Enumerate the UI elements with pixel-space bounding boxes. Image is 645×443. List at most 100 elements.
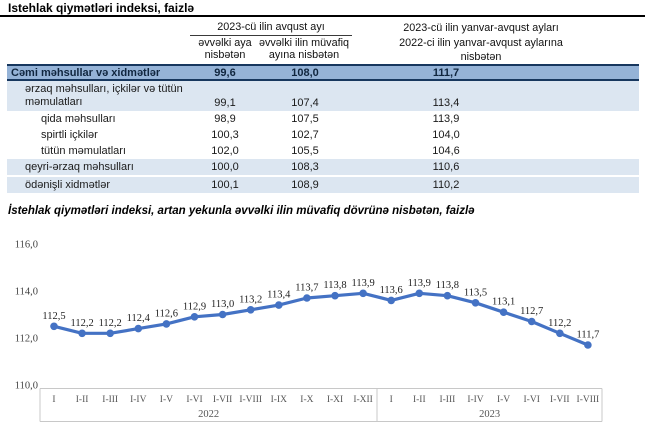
- column-header-cumulative-line2: 2022-ci ilin yanvar-avqust aylarına: [399, 36, 563, 49]
- x-axis-month-label: I: [52, 395, 55, 405]
- data-point: [331, 291, 339, 300]
- data-point-label: 113,9: [351, 278, 374, 289]
- data-point-label: 112,2: [99, 318, 122, 329]
- x-axis-month-label: I-V: [497, 395, 510, 405]
- title-underline: [0, 15, 645, 17]
- y-axis-tick-label: 116,0: [15, 240, 38, 251]
- table-row-tobacco: tütün məmulatları 102,0 105,5 104,6: [7, 143, 639, 159]
- x-axis-month-label: I-XII: [353, 395, 373, 405]
- data-point: [527, 317, 536, 326]
- data-point: [246, 306, 255, 314]
- row-label: ödənişli xidmətlər: [25, 179, 110, 191]
- data-point: [556, 329, 564, 338]
- cell-value: 100,0: [211, 161, 239, 173]
- x-axis-month-label: I-X: [300, 395, 313, 405]
- row-label: tütün məmulatları: [41, 145, 126, 157]
- data-point: [415, 289, 424, 298]
- cell-value: 105,5: [291, 145, 319, 157]
- table-row-alcohol: spirtli içkilər 100,3 102,7 104,0: [7, 127, 639, 143]
- cell-value: 108,9: [291, 179, 319, 191]
- cell-value: 110,2: [432, 179, 460, 191]
- data-point-label: 113,0: [211, 299, 234, 310]
- data-point-label: 113,9: [408, 278, 431, 289]
- cell-value: 111,7: [432, 66, 460, 79]
- row-label: Cəmi məhsullar və xidmətlər: [11, 66, 161, 79]
- column-header-prev-year-month: əvvəlki ilin müvafiq ayına nisbətən: [258, 37, 349, 61]
- column-group-header-august: 2023-cü ilin avqust ayı: [190, 21, 352, 36]
- x-axis-frame: [39, 388, 603, 422]
- x-axis-month-label: I-XI: [327, 395, 343, 405]
- x-axis-month-label: I-III: [439, 395, 455, 405]
- data-point-label: 113,8: [323, 280, 346, 291]
- cell-value: 99,1: [214, 97, 236, 109]
- data-point: [190, 313, 199, 321]
- data-point-label: 112,9: [183, 301, 206, 312]
- row-label: ərzaq məhsulları, içkilər və tütün məmul…: [25, 83, 183, 108]
- data-point: [443, 291, 452, 300]
- cell-value: 102,7: [291, 129, 319, 141]
- data-point-label: 112,2: [70, 318, 93, 329]
- x-axis-month-label: I-V: [160, 395, 173, 405]
- x-axis-month-label: I-IV: [467, 395, 483, 405]
- data-point: [303, 294, 311, 302]
- page-title: Istehlak qiymətləri indeksi, faizlə: [8, 1, 195, 15]
- data-point: [162, 320, 171, 328]
- column-header-cumulative-line3: nisbətən: [460, 51, 502, 63]
- data-point: [275, 301, 283, 309]
- x-axis-month-label: I-VIII: [577, 395, 600, 405]
- x-axis-month-label: I-III: [102, 395, 118, 405]
- data-point-label: 113,4: [267, 290, 291, 301]
- x-axis-month-label: I-II: [76, 395, 89, 405]
- cell-value: 104,0: [432, 129, 460, 141]
- x-axis-month-label: I-VI: [186, 395, 202, 405]
- table-row-nonfood: qeyri-ərzaq məhsulları 100,0 108,3 110,6: [7, 159, 639, 177]
- data-point-label: 112,5: [42, 311, 65, 322]
- data-point: [134, 324, 143, 333]
- data-point-label: 113,8: [436, 280, 459, 291]
- column-header-cumulative: 2023-cü ilin yanvar-avqust ayları 2022-c…: [350, 21, 612, 65]
- column-header-prev-month: əvvəlki aya nisbətən: [198, 37, 252, 61]
- data-point-label: 112,6: [155, 308, 178, 319]
- cell-value: 108,0: [291, 66, 319, 79]
- y-axis-tick-label: 110,0: [15, 381, 38, 392]
- data-point: [387, 296, 396, 305]
- data-point: [78, 329, 86, 338]
- data-point: [359, 289, 367, 298]
- x-axis-month-label: I-VI: [524, 395, 540, 405]
- data-point-label: 113,7: [295, 283, 318, 294]
- cell-value: 107,4: [291, 97, 319, 109]
- data-point-label: 112,2: [548, 318, 571, 329]
- cell-value: 113,4: [432, 97, 460, 109]
- data-point: [218, 310, 227, 319]
- cell-value: 104,6: [432, 145, 460, 157]
- chart-title: İstehlak qiymətləri indeksi, artan yekun…: [8, 205, 475, 217]
- y-axis-tick-label: 112,0: [15, 334, 38, 345]
- x-axis-year-label: 2022: [198, 409, 219, 420]
- data-point: [584, 341, 592, 349]
- data-point-label: 113,6: [380, 285, 403, 296]
- cell-value: 100,1: [211, 179, 239, 191]
- y-axis-tick-label: 114,0: [15, 287, 38, 298]
- data-point-label: 113,2: [239, 294, 262, 305]
- row-label: qeyri-ərzaq məhsulları: [25, 161, 134, 173]
- x-axis-month-label: I-II: [413, 395, 426, 405]
- data-point-label: 113,1: [492, 297, 515, 308]
- x-axis-month-label: I: [390, 395, 393, 405]
- x-axis-month-label: I-VIII: [239, 395, 262, 405]
- data-point-label: 113,5: [464, 287, 487, 298]
- data-point: [50, 322, 58, 331]
- cpi-table: 2023-cü ilin avqust ayı əvvəlki aya nisb…: [7, 18, 639, 193]
- table-row-food: qida məhsulları 98,9 107,5 113,9: [7, 111, 639, 127]
- row-label: qida məhsulları: [41, 113, 116, 125]
- cell-value: 110,6: [432, 161, 460, 173]
- x-axis-month-label: I-VII: [550, 395, 570, 405]
- row-label: spirtli içkilər: [41, 129, 98, 141]
- x-axis-year-label: 2023: [479, 409, 500, 420]
- data-point: [471, 299, 480, 307]
- table-row-total: Cəmi məhsullar və xidmətlər 99,6 108,0 1…: [7, 64, 639, 81]
- data-point: [499, 308, 508, 316]
- table-row-services: ödənişli xidmətlər 100,1 108,9 110,2: [7, 177, 639, 193]
- cell-value: 107,5: [291, 113, 319, 125]
- data-point-label: 112,4: [127, 313, 151, 324]
